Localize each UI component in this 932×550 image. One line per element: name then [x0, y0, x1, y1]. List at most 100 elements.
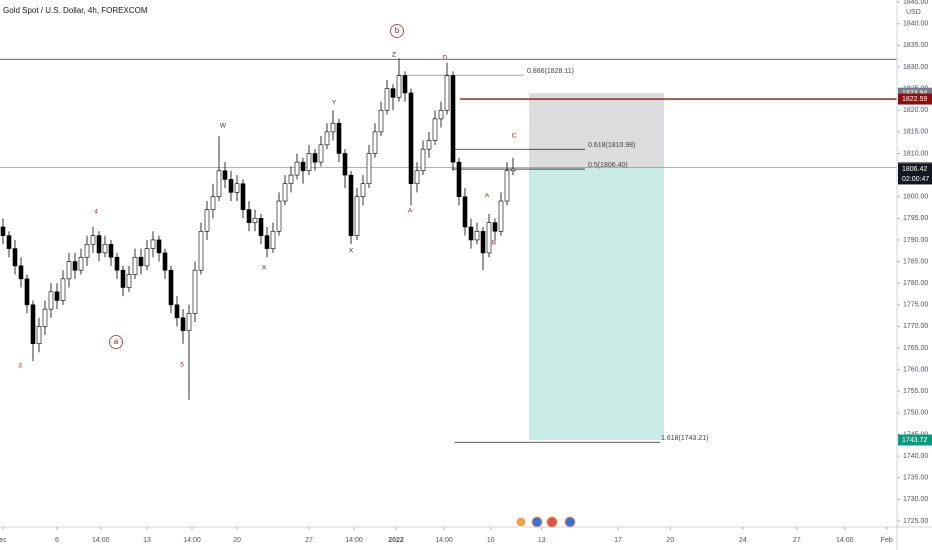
y-tick-label: 1820.00 [903, 107, 928, 114]
candle-body [264, 235, 270, 249]
wave-label: Z [392, 52, 396, 59]
candle-body [144, 248, 150, 267]
price-tag [898, 163, 932, 185]
chart-title: Gold Spot / U.S. Dollar, 4h, FOREXCOM [3, 6, 148, 15]
candle-body [0, 226, 6, 236]
y-tick-label: 1775.00 [903, 302, 928, 309]
event-icons [515, 516, 576, 528]
candle-body [180, 317, 186, 332]
y-tick-label: 1790.00 [903, 237, 928, 244]
candle-body [294, 161, 300, 176]
candle-body [402, 75, 408, 94]
event-icon [515, 516, 527, 528]
wave-label: 3 [18, 363, 22, 370]
currency: USD [906, 9, 921, 16]
candle-body [378, 109, 384, 133]
candle-body [210, 196, 216, 210]
candle-body [12, 248, 18, 267]
y-tick-label: 1735.00 [903, 475, 928, 482]
candle-body [252, 218, 258, 223]
fib-label: 0.618(1810.98) [588, 142, 635, 149]
wave-circle [109, 335, 123, 349]
x-tick-label: 10 [487, 537, 495, 544]
candle-body [366, 153, 372, 185]
y-tick-label: 1815.00 [903, 129, 928, 136]
y-tick-label: 1770.00 [903, 323, 928, 330]
candle-body [414, 170, 420, 185]
x-tick-label: 2022 [388, 537, 404, 544]
wave-label: b [395, 26, 400, 35]
x-tick-label: 27 [793, 537, 801, 544]
candle-body [78, 256, 84, 271]
candle-body [216, 170, 222, 198]
candle-body [234, 183, 240, 193]
candle-body [510, 168, 516, 172]
y-tick-label: 1780.00 [903, 280, 928, 287]
event-icon [546, 516, 558, 528]
fib-label: 1.618(1743.21) [661, 435, 708, 442]
candle-body [204, 209, 210, 232]
wave-label: a [114, 337, 119, 346]
candle-body [324, 131, 330, 146]
wave-label: 5 [180, 362, 184, 369]
candle-body [84, 243, 90, 258]
candle-body [42, 308, 48, 327]
candle-body [462, 196, 468, 228]
price-tag [898, 93, 932, 105]
candle-body [336, 122, 342, 154]
candle-body [48, 291, 54, 310]
plot-area: 0.886(1828.11) 0.618(1810.98) 0.5(1806.40)… [0, 58, 897, 443]
candle-body [132, 256, 138, 275]
candle-body [174, 304, 180, 319]
wave-label: A [408, 208, 413, 215]
candle-body [228, 179, 234, 193]
candle-body [438, 109, 444, 120]
candle-body [36, 326, 42, 344]
y-tick-label: 1810.00 [903, 150, 928, 157]
candle-body [480, 230, 486, 254]
wave-label: Y [332, 100, 337, 107]
candle-body [300, 161, 306, 172]
y-tick-label: 1760.00 [903, 366, 928, 373]
candle-body [162, 252, 168, 271]
y-tick-label: 1730.00 [903, 496, 928, 503]
candle-body [276, 200, 282, 232]
x-tick-label: ec [0, 537, 7, 544]
event-icon [531, 516, 543, 528]
candle-body [312, 153, 318, 163]
candle-body [342, 153, 348, 176]
candle-body [114, 256, 120, 271]
candle-body [270, 230, 276, 249]
y-tick-label: 1800.00 [903, 194, 928, 201]
candle-body [96, 235, 102, 254]
candle-body [54, 291, 60, 301]
wave-label: W [220, 123, 227, 130]
x-tick-label: 14:00 [92, 537, 110, 544]
price-tag-label: 1822.59 [902, 96, 927, 103]
wave-label: D [443, 55, 448, 62]
y-tick-label: 1755.00 [903, 388, 928, 395]
price-tag [898, 434, 932, 446]
candle-body [330, 122, 336, 133]
wave-label: X [262, 265, 267, 272]
candle-body [426, 140, 432, 150]
x-tick-label: Feb [881, 537, 893, 544]
candle-body [474, 230, 480, 241]
candle-body [120, 269, 126, 288]
candle-body [108, 243, 114, 258]
candle-body [246, 209, 252, 223]
wave-label: 4 [94, 209, 98, 216]
x-tick-label: 14:00 [345, 537, 363, 544]
wave-label: B [492, 240, 496, 247]
candle-body [138, 256, 144, 267]
candle-body [354, 196, 360, 236]
candle-body [486, 222, 492, 254]
x-tick-label: 20 [666, 537, 674, 544]
candle-body [318, 144, 324, 163]
fib-label: 0.886(1828.11) [527, 68, 574, 75]
candle-body [258, 218, 264, 236]
wave-circle [390, 24, 404, 38]
y-tick-label: 1765.00 [903, 345, 928, 352]
candle-body [306, 153, 312, 172]
